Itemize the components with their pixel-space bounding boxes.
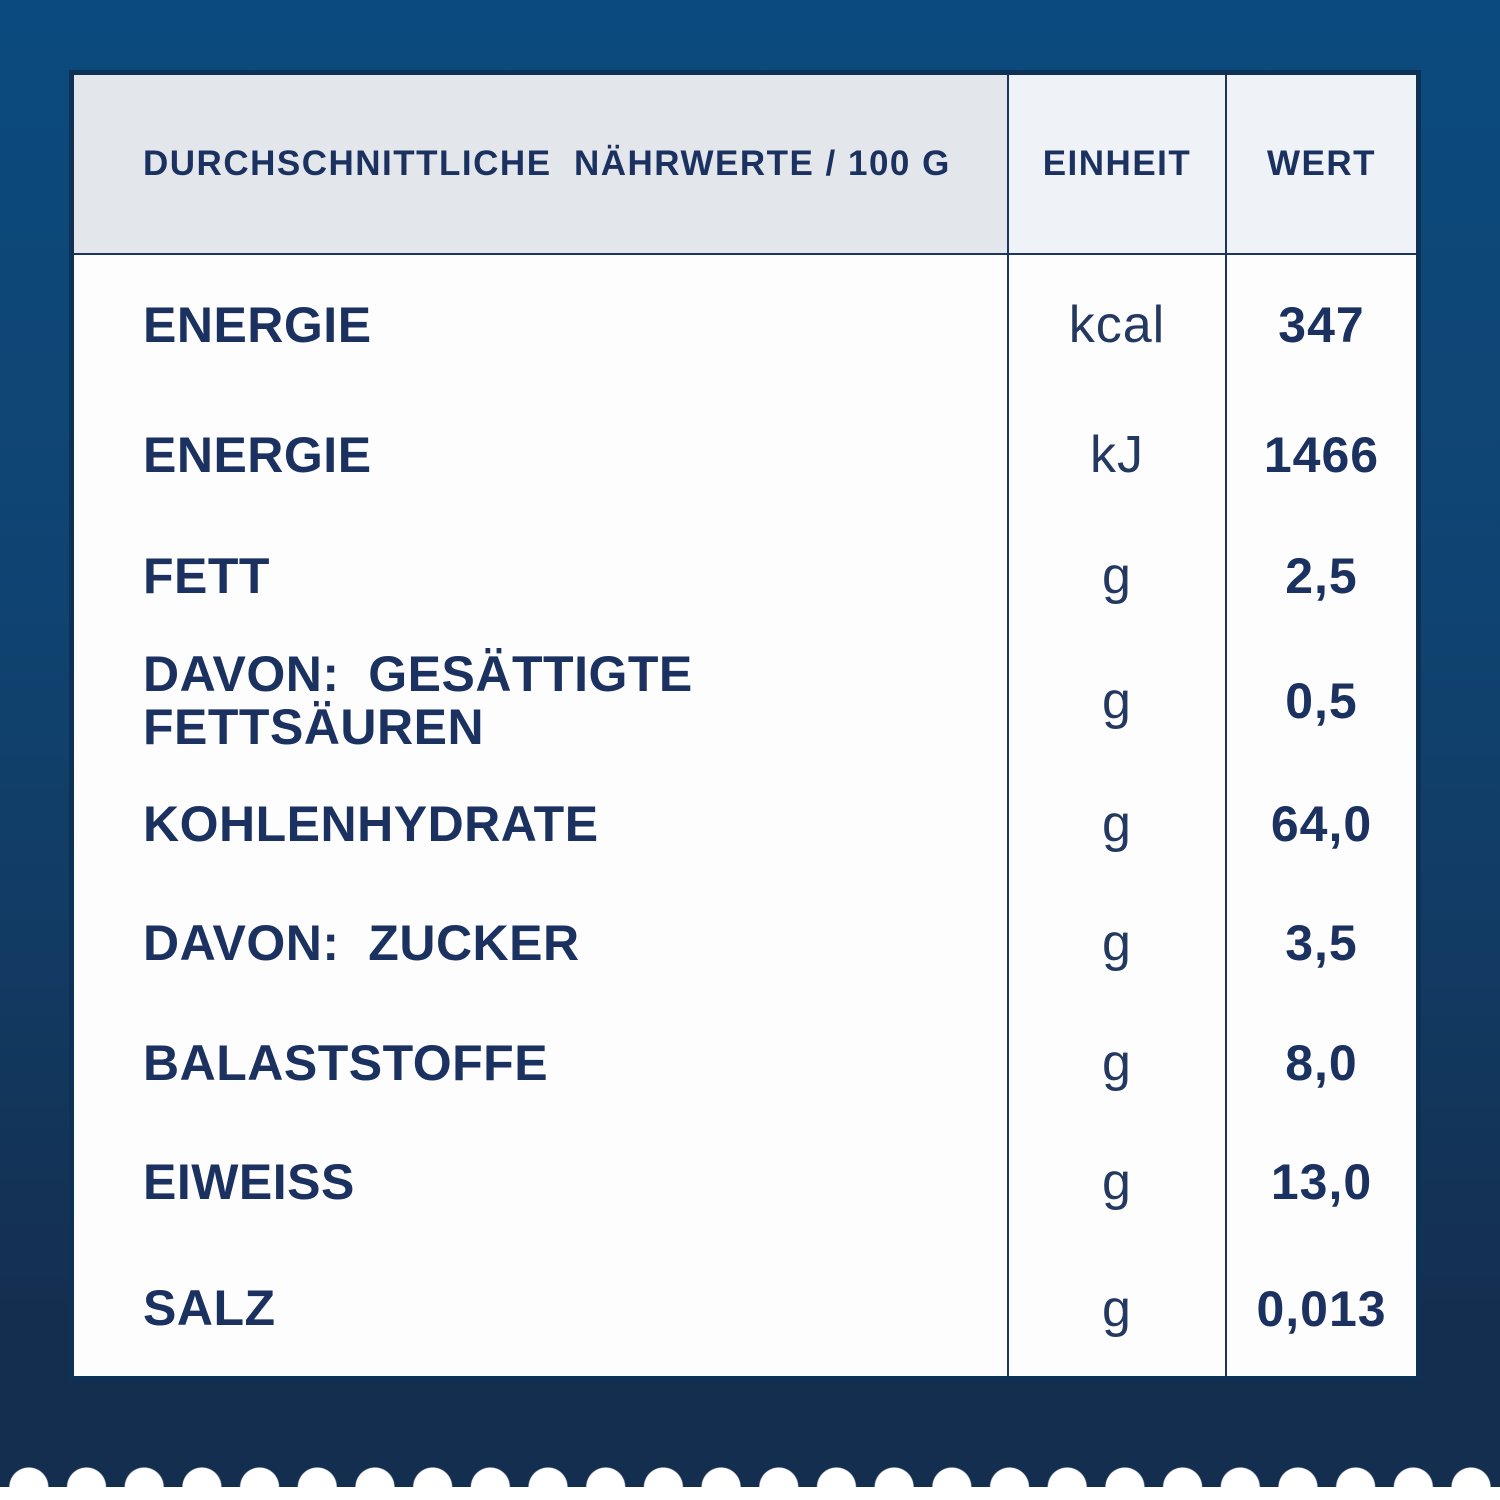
table-row-salt-unit-cell: g (1007, 1241, 1225, 1376)
header-cell-unit: EINHEIT (1007, 75, 1225, 255)
table-row-energy-kj-value-cell: 1466 (1225, 395, 1416, 515)
nutrient-unit: kJ (1090, 426, 1144, 484)
nutrient-value: 347 (1278, 297, 1365, 353)
table-row-sugar-label-cell: DAVON: ZUCKER (74, 883, 1007, 1003)
nutrient-label: DAVON: ZUCKER (143, 914, 580, 971)
nutrient-unit: g (1102, 1279, 1132, 1338)
table-row-carbs-unit-cell: g (1007, 765, 1225, 883)
nutrient-value: 1466 (1263, 427, 1380, 483)
table-row-sugar-value-cell: 3,5 (1225, 883, 1416, 1003)
header-unit-label: EINHEIT (1042, 144, 1192, 183)
nutrient-value: 0,013 (1256, 1280, 1387, 1337)
nutrient-label: BALASTSTOFFE (143, 1034, 549, 1091)
nutrient-unit: kcal (1068, 296, 1166, 354)
nutrient-value: 3,5 (1285, 915, 1358, 971)
table-row-fiber-unit-cell: g (1007, 1003, 1225, 1123)
table-row-fat-unit-cell: g (1007, 515, 1225, 637)
table-row-protein-value-cell: 13,0 (1225, 1123, 1416, 1241)
table-row-energy-kcal-label-cell: ENERGIE (74, 255, 1007, 395)
nutrient-value: 2,5 (1285, 548, 1358, 604)
table-row-saturated-fat-unit-cell: g (1007, 637, 1225, 765)
header-cell-value: WERT (1225, 75, 1416, 255)
nutrient-unit: g (1102, 1034, 1132, 1092)
table-row-fiber-value-cell: 8,0 (1225, 1003, 1416, 1123)
table-row-energy-kcal-value-cell: 347 (1225, 255, 1416, 395)
bottom-white-strip (0, 1452, 1500, 1500)
table-row-protein-label-cell: EIWEISS (74, 1123, 1007, 1241)
nutrient-label: ENERGIE (143, 426, 372, 483)
nutrient-unit: g (1102, 547, 1132, 605)
header-value-label: WERT (1266, 144, 1377, 183)
table-row-fat-value-cell: 2,5 (1225, 515, 1416, 637)
table-row-fiber-label-cell: BALASTSTOFFE (74, 1003, 1007, 1123)
nutrient-value: 13,0 (1270, 1154, 1373, 1210)
nutrient-value: 0,5 (1285, 673, 1358, 729)
table-row-protein-unit-cell: g (1007, 1123, 1225, 1241)
nutrient-label: EIWEISS (143, 1153, 355, 1210)
table-row-energy-kj-unit-cell: kJ (1007, 395, 1225, 515)
nutrient-value: 8,0 (1285, 1035, 1358, 1091)
table-row-salt-value-cell: 0,013 (1225, 1241, 1416, 1376)
nutrient-unit: g (1102, 1153, 1132, 1211)
header-nutrients-label: DURCHSCHNITTLICHE NÄHRWERTE / 100 G (143, 144, 951, 183)
scalloped-edge (0, 1452, 1500, 1487)
nutrient-unit: g (1102, 672, 1132, 730)
table-row-energy-kcal-unit-cell: kcal (1007, 255, 1225, 395)
table-row-carbs-label-cell: KOHLENHYDRATE (74, 765, 1007, 883)
header-cell-nutrients: DURCHSCHNITTLICHE NÄHRWERTE / 100 G (74, 75, 1007, 255)
table-row-energy-kj-label-cell: ENERGIE (74, 395, 1007, 515)
table-row-saturated-fat-value-cell: 0,5 (1225, 637, 1416, 765)
nutrient-unit: g (1102, 795, 1132, 853)
nutrient-label: KOHLENHYDRATE (143, 795, 599, 852)
nutrient-value: 64,0 (1270, 796, 1373, 852)
nutrient-label: DAVON: GESÄTTIGTE FETTSÄUREN (143, 646, 693, 755)
table-row-fat-label-cell: FETT (74, 515, 1007, 637)
nutrient-label: FETT (143, 547, 270, 604)
nutrient-label: SALZ (143, 1280, 276, 1336)
nutrient-label: ENERGIE (143, 296, 372, 353)
nutrition-table-card: DURCHSCHNITTLICHE NÄHRWERTE / 100 G EINH… (69, 70, 1421, 1381)
table-row-saturated-fat-label-cell: DAVON: GESÄTTIGTE FETTSÄUREN (74, 637, 1007, 765)
table-row-salt-label-cell: SALZ (74, 1241, 1007, 1376)
nutrient-unit: g (1102, 914, 1132, 972)
table-row-sugar-unit-cell: g (1007, 883, 1225, 1003)
table-row-carbs-value-cell: 64,0 (1225, 765, 1416, 883)
